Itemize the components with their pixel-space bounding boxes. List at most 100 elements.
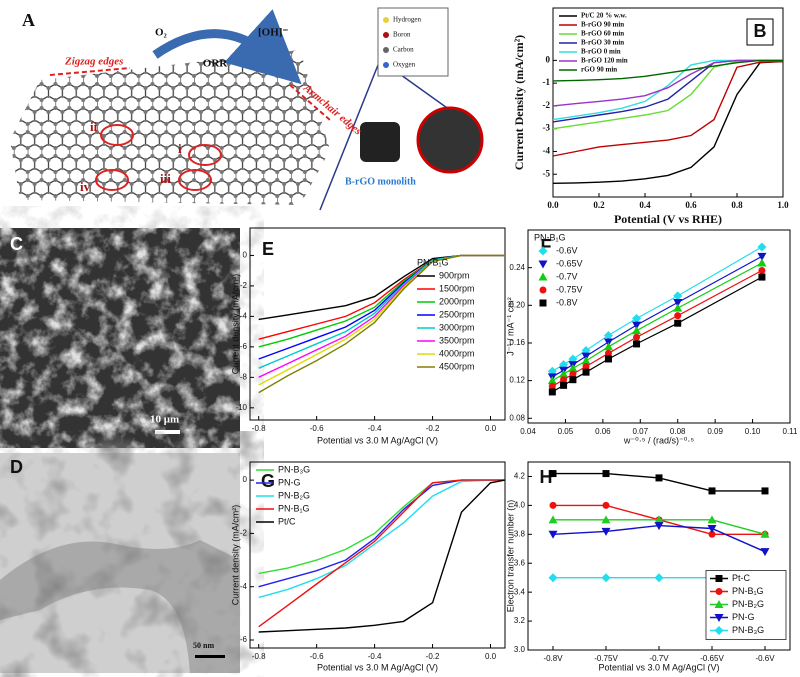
x-tick-label: 0.0 bbox=[485, 424, 497, 433]
y-tick-label: -4 bbox=[240, 311, 248, 320]
legend-label: B-rGO 0 min bbox=[581, 48, 621, 56]
charts: 0 -1 -2 -3 -4 -5 0.0 0.2 0.4 0.6 0.8 1.0 Potential (… bbox=[230, 7, 799, 672]
legend-marker bbox=[539, 286, 547, 294]
marker bbox=[674, 312, 682, 320]
y-tick-label: 3.0 bbox=[514, 645, 526, 654]
series-line bbox=[552, 60, 784, 157]
x-tick-label: 0.08 bbox=[670, 427, 686, 436]
fit-line bbox=[551, 255, 763, 378]
x-tick-label: 1.0 bbox=[777, 200, 789, 210]
scale-label: 50 nm bbox=[193, 641, 214, 650]
marker bbox=[601, 573, 611, 583]
marker bbox=[603, 330, 613, 340]
marker bbox=[548, 388, 556, 396]
series-line bbox=[552, 59, 783, 82]
legend-marker bbox=[538, 272, 548, 281]
x-tick-label: 0.0 bbox=[547, 200, 559, 210]
legend-label: 900rpm bbox=[439, 270, 470, 280]
scale-label: 10 μm bbox=[150, 414, 179, 426]
marker bbox=[760, 529, 770, 538]
x-tick-label: 0.10 bbox=[745, 427, 761, 436]
x-tick-label: 0.11 bbox=[783, 427, 799, 436]
legend-label: -0.65V bbox=[556, 258, 583, 268]
marker bbox=[707, 515, 717, 524]
panel-a: A O₂ ORR [OH]⁻ Hydrogen Boron Carbon Oxy… bbox=[10, 7, 484, 211]
marker bbox=[708, 530, 716, 538]
label: ii bbox=[90, 119, 98, 134]
marker bbox=[581, 356, 591, 365]
x-tick-label: -0.8 bbox=[252, 424, 266, 433]
site-ring bbox=[95, 169, 129, 191]
marker bbox=[708, 487, 716, 495]
marker bbox=[673, 298, 683, 307]
label: Oxygen bbox=[393, 61, 416, 69]
legend-label: 3000rpm bbox=[439, 322, 475, 332]
y-tick-label: -1 bbox=[543, 77, 551, 87]
x-tick-label: -0.7V bbox=[649, 654, 669, 663]
marker bbox=[569, 370, 577, 378]
legend-label: Pt/C bbox=[278, 516, 296, 526]
label: Boron bbox=[393, 31, 411, 39]
label: [OH]⁻ bbox=[258, 27, 288, 39]
legend-label: -0.75V bbox=[556, 284, 583, 294]
x-tick-label: -0.6V bbox=[755, 654, 775, 663]
y-tick-label: 0.08 bbox=[509, 413, 525, 422]
site-ring bbox=[100, 124, 134, 146]
chart: 0 -2 -4 -6 -8 -10 -0.8 -0.6 -0.4 -0.2 0.0 Potential… bbox=[230, 227, 506, 445]
y-axis-label: Current density (mA/cm²) bbox=[230, 505, 240, 606]
marker bbox=[757, 252, 767, 261]
legend-marker bbox=[714, 614, 724, 622]
x-axis-label: w⁻⁰·⁵ / (rad/s)⁻⁰·⁵ bbox=[623, 435, 694, 445]
y-tick-label: 3.6 bbox=[514, 558, 526, 567]
label: i bbox=[178, 141, 182, 156]
x-tick-label: 0.04 bbox=[520, 427, 536, 436]
y-tick-label: 0 bbox=[243, 251, 248, 260]
y-axis-label: Current Density (mA/cm²) bbox=[512, 35, 526, 170]
series-line bbox=[552, 59, 783, 107]
marker bbox=[632, 326, 642, 335]
marker bbox=[633, 340, 641, 348]
marker bbox=[654, 522, 664, 531]
label: B-rGO monolith bbox=[345, 176, 416, 187]
y-tick-label: -2 bbox=[543, 100, 551, 110]
y-axis-label: Current density (mA/cm²) bbox=[230, 274, 240, 375]
site-ring bbox=[178, 169, 212, 191]
panel-c: C 10 μm bbox=[0, 228, 240, 448]
marker bbox=[707, 525, 717, 534]
series-line bbox=[552, 59, 783, 130]
legend-label: 4500rpm bbox=[439, 361, 475, 371]
y-axis-label: Electron transfer number (n) bbox=[505, 500, 515, 613]
series-line bbox=[552, 60, 784, 184]
marker bbox=[758, 266, 766, 274]
marker bbox=[632, 321, 642, 330]
legend-label: PN-B₁G bbox=[732, 586, 764, 596]
armchair-mark bbox=[289, 84, 331, 121]
atom-legend bbox=[377, 7, 449, 77]
x-axis-label: Potential vs 3.0 M Ag/AgCl (V) bbox=[598, 662, 719, 672]
y-tick-label: 0.20 bbox=[509, 300, 525, 309]
legend-label: B-rGO 60 min bbox=[581, 30, 624, 38]
y-tick-label: 3.2 bbox=[514, 616, 526, 625]
scale-bar bbox=[155, 430, 180, 434]
legend-marker bbox=[715, 588, 723, 595]
x-tick-label: 0.0 bbox=[485, 652, 497, 661]
y-tick-label: -2 bbox=[240, 529, 248, 538]
y-tick-label: 0 bbox=[546, 54, 551, 64]
plot-frame bbox=[527, 229, 791, 424]
y-tick-label: -8 bbox=[240, 372, 248, 381]
chart: 3.0 3.2 3.4 3.6 3.8 4.0 4.2 -0.8V -0.75V -0.7V -0.… bbox=[505, 461, 791, 672]
orr-arrow bbox=[152, 9, 302, 85]
marker bbox=[654, 515, 664, 524]
legend-label: PN-B₃G bbox=[732, 625, 764, 635]
legend-marker bbox=[538, 246, 548, 256]
marker bbox=[674, 319, 682, 327]
label: Carbon bbox=[393, 46, 414, 54]
marker bbox=[673, 303, 683, 312]
x-tick-label: -0.8V bbox=[543, 654, 563, 663]
legend-label: 4000rpm bbox=[439, 348, 475, 358]
graphene-lattice bbox=[10, 50, 330, 205]
marker bbox=[602, 470, 610, 478]
marker bbox=[757, 258, 767, 267]
y-tick-label: -6 bbox=[240, 342, 248, 351]
